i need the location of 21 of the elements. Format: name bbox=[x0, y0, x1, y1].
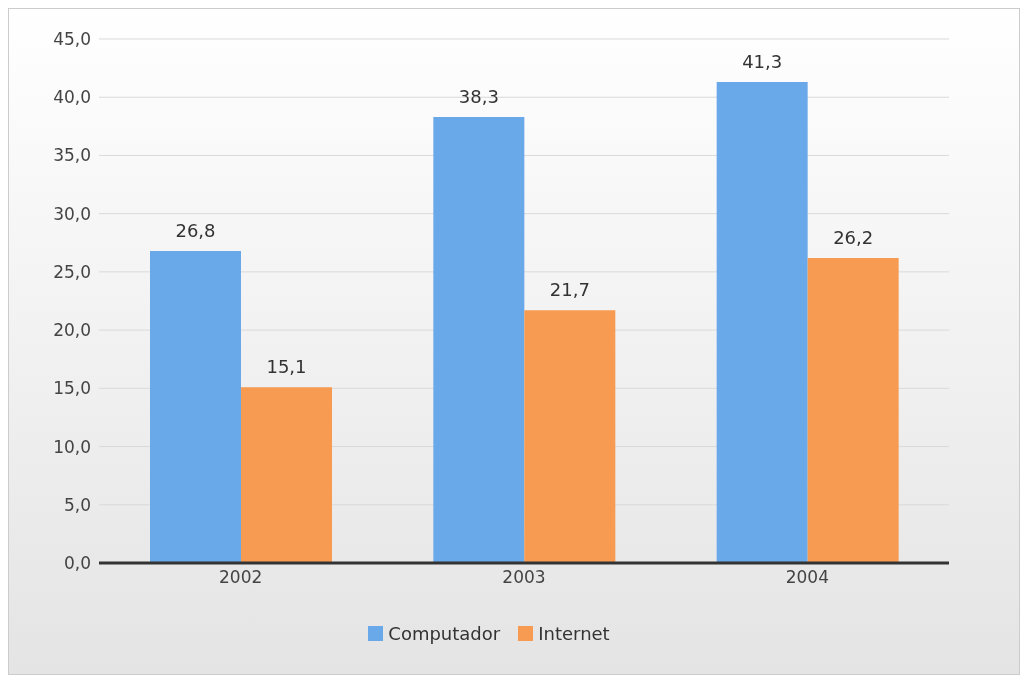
y-tick-label: 30,0 bbox=[53, 203, 91, 224]
x-tick-label: 2003 bbox=[502, 567, 546, 588]
y-tick-label: 20,0 bbox=[53, 320, 91, 341]
data-label: 38,3 bbox=[458, 86, 499, 108]
y-tick-label: 5,0 bbox=[63, 494, 91, 515]
y-tick-label: 15,0 bbox=[53, 378, 91, 399]
data-label: 21,7 bbox=[549, 279, 590, 301]
data-label: 15,1 bbox=[266, 356, 307, 378]
data-label: 41,3 bbox=[742, 51, 783, 73]
data-label: 26,8 bbox=[175, 219, 216, 241]
y-tick-label: 45,0 bbox=[53, 29, 91, 50]
data-label: 26,2 bbox=[833, 226, 874, 248]
x-tick-label: 2004 bbox=[785, 567, 829, 588]
legend-label: Internet bbox=[538, 623, 610, 644]
y-tick-label: 0,0 bbox=[63, 553, 91, 574]
y-tick-label: 40,0 bbox=[53, 87, 91, 108]
x-tick-label: 2002 bbox=[219, 567, 263, 588]
y-tick-label: 25,0 bbox=[53, 261, 91, 282]
y-tick-label: 35,0 bbox=[53, 145, 91, 166]
y-tick-label: 10,0 bbox=[53, 436, 91, 457]
legend-label: Computador bbox=[388, 623, 501, 644]
